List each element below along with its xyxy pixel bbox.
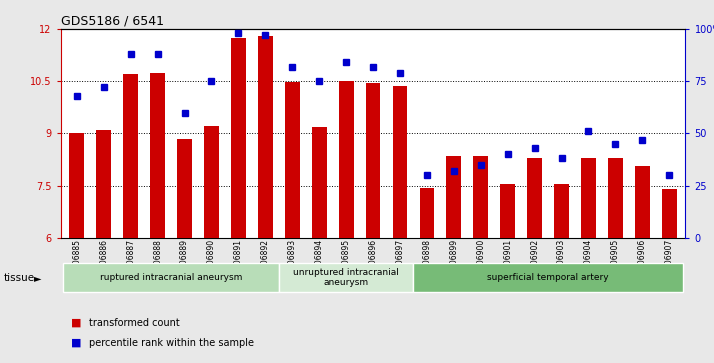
- Bar: [413, 263, 683, 293]
- Bar: [278, 263, 413, 293]
- Text: unruptured intracranial
aneurysm: unruptured intracranial aneurysm: [293, 268, 399, 287]
- Text: ruptured intracranial aneurysm: ruptured intracranial aneurysm: [100, 273, 242, 282]
- Bar: [204, 126, 219, 238]
- Bar: [366, 83, 381, 238]
- Text: ►: ►: [34, 273, 42, 283]
- Bar: [177, 139, 192, 238]
- Bar: [662, 189, 677, 238]
- Text: ■: ■: [71, 318, 82, 328]
- Text: GDS5186 / 6541: GDS5186 / 6541: [61, 15, 164, 28]
- Bar: [420, 188, 434, 238]
- Bar: [96, 130, 111, 238]
- Bar: [312, 127, 326, 238]
- Text: percentile rank within the sample: percentile rank within the sample: [89, 338, 254, 348]
- Bar: [64, 263, 278, 293]
- Bar: [231, 38, 246, 238]
- Bar: [446, 156, 461, 238]
- Bar: [124, 74, 138, 238]
- Bar: [150, 73, 165, 238]
- Text: superficial temporal artery: superficial temporal artery: [487, 273, 609, 282]
- Bar: [527, 158, 542, 238]
- Bar: [338, 81, 353, 238]
- Text: ■: ■: [71, 338, 82, 348]
- Bar: [608, 158, 623, 238]
- Bar: [69, 134, 84, 238]
- Bar: [581, 158, 596, 238]
- Text: transformed count: transformed count: [89, 318, 180, 328]
- Bar: [285, 82, 300, 238]
- Bar: [258, 36, 273, 238]
- Text: tissue: tissue: [4, 273, 35, 283]
- Bar: [501, 184, 515, 238]
- Bar: [473, 156, 488, 238]
- Bar: [554, 184, 569, 238]
- Bar: [393, 86, 408, 238]
- Bar: [635, 167, 650, 238]
